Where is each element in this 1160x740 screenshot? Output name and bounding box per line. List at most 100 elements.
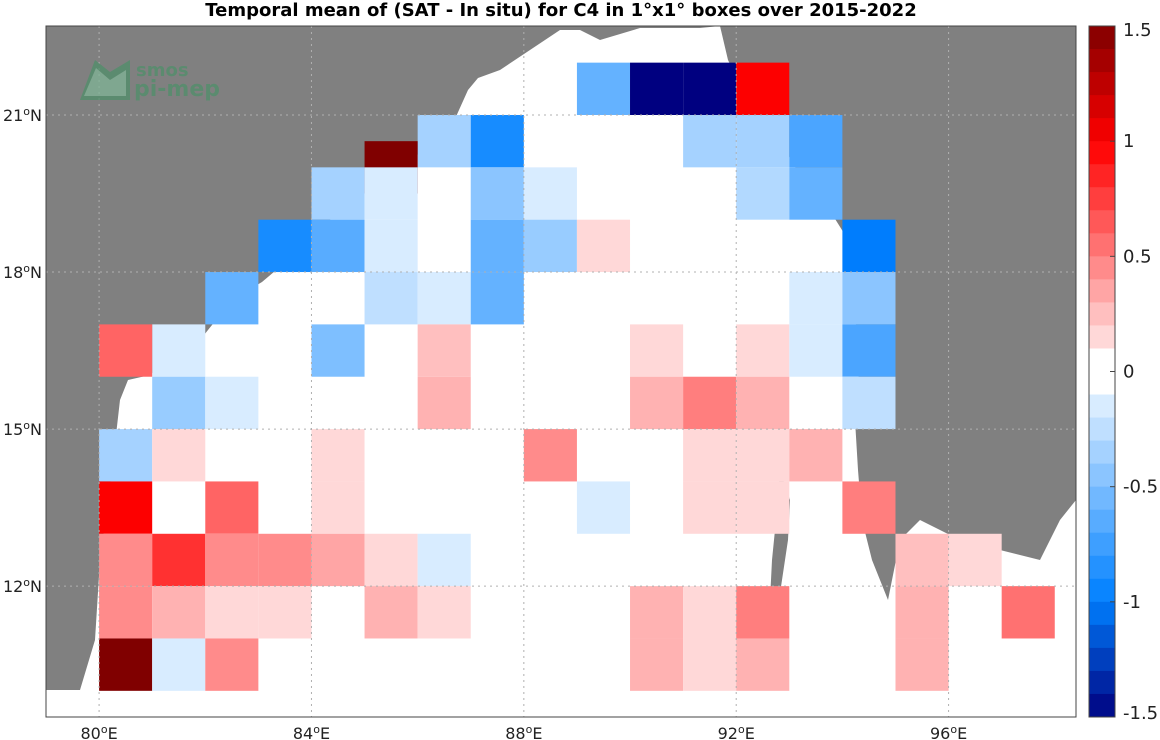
heatmap-cell bbox=[1001, 586, 1055, 639]
x-tick-label: 88oE bbox=[505, 723, 542, 740]
heatmap-cell bbox=[417, 376, 471, 430]
heatmap-cell bbox=[789, 429, 843, 482]
y-tick-label: 15oN bbox=[3, 419, 42, 439]
heatmap-cell bbox=[736, 167, 790, 220]
heatmap-cell bbox=[152, 638, 206, 691]
heatmap-cell bbox=[258, 219, 312, 273]
x-tick-label: 96oE bbox=[930, 723, 967, 740]
heatmap-cell bbox=[736, 429, 790, 482]
heatmap-cell bbox=[630, 62, 684, 115]
heatmap-cell bbox=[364, 167, 418, 220]
heatmap-cell bbox=[736, 114, 790, 168]
heatmap-cell bbox=[789, 272, 843, 325]
heatmap-cell bbox=[205, 272, 259, 325]
heatmap-cell bbox=[683, 114, 737, 168]
heatmap-cell bbox=[99, 586, 153, 639]
heatmap-cell bbox=[152, 533, 206, 587]
chart-title: Temporal mean of (SAT - In situ) for C4 … bbox=[205, 0, 917, 21]
heatmap-cell bbox=[470, 272, 524, 325]
heatmap-cell bbox=[470, 167, 524, 220]
heatmap-cell bbox=[99, 638, 153, 691]
heatmap-cell bbox=[99, 481, 153, 534]
heatmap-cell bbox=[311, 219, 365, 273]
heatmap-cell bbox=[99, 533, 153, 587]
heatmap-cell bbox=[683, 429, 737, 482]
heatmap-cell bbox=[364, 219, 418, 273]
logo-line2: pi-mep bbox=[134, 77, 220, 102]
heatmap-cell bbox=[205, 376, 259, 430]
heatmap-cell bbox=[842, 324, 896, 377]
heatmap-cell bbox=[470, 219, 524, 273]
heatmap-cell bbox=[311, 324, 365, 377]
heatmap-cell bbox=[364, 272, 418, 325]
heatmap-cell bbox=[311, 533, 365, 587]
heatmap-cell bbox=[258, 586, 312, 639]
heatmap-cell bbox=[99, 429, 153, 482]
heatmap-cell bbox=[736, 481, 790, 534]
heatmap-cell bbox=[630, 638, 684, 691]
heatmap-cell bbox=[205, 533, 259, 587]
heatmap-cell bbox=[683, 376, 737, 430]
heatmap-cell bbox=[736, 62, 790, 115]
heatmap-cell bbox=[576, 219, 631, 273]
heatmap-cell bbox=[683, 481, 737, 534]
heatmap-cell bbox=[789, 324, 843, 377]
y-tick-label: 12oN bbox=[3, 576, 42, 596]
smos-pi-mep-logo: smos pi-mep bbox=[80, 60, 220, 102]
heatmap-cell bbox=[364, 586, 418, 639]
heatmap-cell bbox=[311, 167, 365, 220]
heatmap-cell bbox=[842, 272, 896, 325]
y-tick-label: 18oN bbox=[3, 262, 42, 282]
heatmap-cell bbox=[205, 481, 259, 534]
heatmap-cell bbox=[205, 638, 259, 691]
heatmap-cell bbox=[895, 533, 949, 587]
heatmap-cell bbox=[842, 219, 896, 273]
heatmap-cell bbox=[523, 167, 577, 220]
heatmap-cell bbox=[683, 586, 737, 639]
heatmap-cell bbox=[842, 376, 896, 430]
heatmap-cell bbox=[842, 481, 896, 534]
heatmap-cell bbox=[789, 114, 843, 168]
heatmap-cell bbox=[523, 219, 577, 273]
x-tick-label: 84oE bbox=[293, 723, 330, 740]
heatmap-cell bbox=[152, 429, 206, 482]
heatmap-cell bbox=[736, 376, 790, 430]
heatmap-cell bbox=[630, 376, 684, 430]
heatmap-cell bbox=[417, 272, 471, 325]
heatmap-cell bbox=[736, 324, 790, 377]
heatmap-cell bbox=[152, 376, 206, 430]
heatmap-cell bbox=[683, 62, 737, 115]
heatmap-cell bbox=[470, 114, 524, 168]
heatmap-cell bbox=[311, 481, 365, 534]
heatmap-cell bbox=[99, 324, 153, 377]
map-frame bbox=[45, 25, 1077, 718]
heatmap-cell bbox=[948, 533, 1002, 587]
heatmap-cell bbox=[683, 638, 737, 691]
heatmap-cell bbox=[364, 533, 418, 587]
y-tick-label: 21oN bbox=[3, 105, 42, 125]
heatmap-cell bbox=[736, 638, 790, 691]
heatmap-cell bbox=[895, 638, 949, 691]
heatmap-cell bbox=[576, 481, 631, 534]
heatmap-cell bbox=[417, 324, 471, 377]
heatmap-cell bbox=[417, 586, 471, 639]
heatmap-cell bbox=[895, 586, 949, 639]
heatmap-cell bbox=[789, 167, 843, 220]
heatmap-cell bbox=[152, 586, 206, 639]
heatmap-cell bbox=[523, 429, 577, 482]
heatmap-cell bbox=[417, 114, 471, 168]
logo-line1: smos bbox=[136, 60, 189, 81]
x-tick-label: 92oE bbox=[718, 723, 755, 740]
heatmap-cell bbox=[258, 533, 312, 587]
heatmap-cell bbox=[736, 586, 790, 639]
heatmap-cell bbox=[152, 324, 206, 377]
x-tick-label: 80oE bbox=[80, 723, 117, 740]
heatmap-cell bbox=[417, 533, 471, 587]
heatmap-cell bbox=[311, 429, 365, 482]
heatmap-cell bbox=[576, 62, 631, 115]
heatmap-cell bbox=[630, 586, 684, 639]
heatmap-cell bbox=[205, 586, 259, 639]
heatmap-cell bbox=[630, 324, 684, 377]
